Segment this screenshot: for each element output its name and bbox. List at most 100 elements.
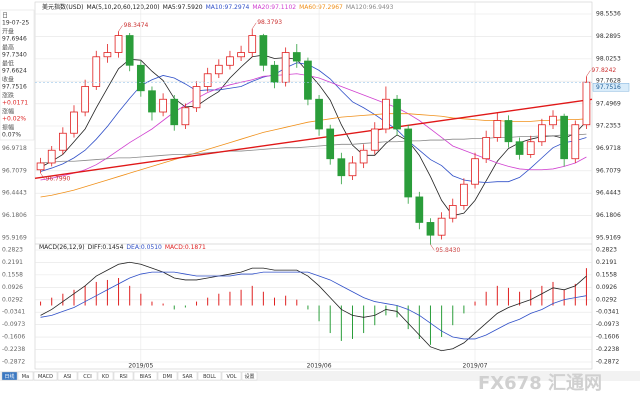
candle-body [404,128,413,198]
info-label: 开盘 [2,28,14,36]
chart-header: 美元指数(USD) MA(5,10,20,60,120,200) MA5:97.59… [42,3,394,11]
legend-entry: MA120:96.9493 [346,4,394,11]
info-value: 19-07-25 [2,20,29,27]
candle-body [125,35,134,66]
toolbar-label[interactable]: BOLL [203,374,216,380]
legend-entry: MACD:0.1871 [165,244,206,251]
y-tick-label-left: 0.1558 [2,271,23,278]
annotation: 95.8430 [435,247,460,254]
candle-body [259,35,268,66]
toolbar-label[interactable]: SAR [182,374,193,380]
toolbar-button[interactable]: 设置 [241,371,258,381]
toolbar-button[interactable]: CCI [77,371,98,381]
toolbar-label[interactable]: 日线 [4,373,14,380]
candle-body [393,98,401,130]
y-tick-label: -0.2238 [596,346,619,353]
toolbar-button-bg [241,371,258,381]
info-label: 振幅 [2,124,14,132]
toolbar-label[interactable]: Ma [22,374,29,380]
annotation: 96.7990 [46,176,71,183]
annotation: 97.8242 [591,67,616,74]
y-tick-label: 0.1558 [596,271,617,278]
candle-body [515,141,524,155]
y-tick-label-left: -0.2872 [2,359,25,366]
candle-body [92,56,101,87]
toolbar-button[interactable]: VOL [221,371,242,381]
y-tick-label: -0.2872 [596,359,619,366]
current-price-box [592,83,630,92]
toolbar-button[interactable]: ASI [57,371,78,381]
toolbar-label[interactable]: VOL [226,374,236,380]
info-label: 最高 [2,44,14,52]
y-tick-label: 98.5536 [596,11,621,18]
toolbar-button[interactable]: DMI [157,371,178,381]
legend-entry: DIFF:0.1454 [88,244,124,251]
y-tick-label-left: 95.9169 [2,235,27,242]
info-value: 97.7340 [2,52,27,59]
candle-body [170,98,179,126]
chart-title: 美元指数(USD) [42,3,84,11]
y-tick-label: 96.7079 [596,167,621,174]
candle-body [504,120,513,143]
y-tick-label: 95.9169 [596,235,621,242]
candle-body [526,141,535,155]
toolbar-button-bg [17,371,34,381]
ma-line [40,62,587,183]
toolbar-button-bg [113,371,134,381]
candle-body [36,162,45,171]
toolbar-button[interactable]: BIAS [133,371,158,381]
candle-body [181,107,190,126]
candle-body [237,52,245,58]
y-tick-label: 96.9718 [596,145,621,152]
candle-body [214,64,223,75]
candle-body [359,149,368,164]
toolbar-label[interactable]: 设置 [244,373,254,380]
watermark: FX678 汇通网 [478,373,602,394]
y-tick-label: 96.1806 [596,212,621,219]
y-tick-label: 98.2895 [596,33,621,40]
toolbar-button-bg [77,371,98,381]
toolbar-button[interactable]: SAR [177,371,198,381]
info-label: 收盘 [2,76,14,84]
trendline [34,98,593,179]
y-tick-label: -0.0341 [596,309,619,316]
toolbar-label[interactable]: DMI [163,374,173,380]
candle-body [136,64,145,92]
candle-body [448,205,457,219]
toolbar-label[interactable]: CCI [83,374,91,380]
info-panel [0,9,35,141]
current-price: 97.7516 [596,84,621,91]
y-tick-label-left: -0.0341 [2,309,25,316]
toolbar-label[interactable]: MACD [38,374,53,380]
candle-body [70,111,78,134]
toolbar-button[interactable]: Ma [17,371,34,381]
annotation-pointer [430,244,435,251]
candle-body [471,158,479,185]
toolbar-button[interactable]: MACD [33,371,58,381]
candle-body [148,90,156,113]
macd-title: MACD(26,12,9) [39,244,85,251]
toolbar-label[interactable]: KD [102,374,109,380]
info-value: +0.0171 [2,100,28,107]
toolbar-button[interactable]: 日线 [1,371,18,381]
candle-body [292,52,301,62]
plot-frame [34,1,593,370]
candle-body [248,35,257,53]
annotation-pointer [40,173,45,180]
toolbar-label[interactable]: RSI [119,374,127,380]
x-tick-label: 2019/07 [463,363,488,370]
candle-body [549,115,557,126]
toolbar-label[interactable]: BIAS [140,374,152,380]
toolbar-button-bg [57,371,78,381]
macd-line [40,261,587,352]
toolbar-button[interactable]: BOLL [197,371,222,381]
candle-body [337,158,346,177]
toolbar-button[interactable]: KD [97,371,114,381]
candle-body [560,115,569,160]
info-value: +0.02% [2,116,26,123]
candle-body [270,64,279,83]
y-tick-label-left: 96.9718 [2,145,27,152]
toolbar-button[interactable]: RSI [113,371,134,381]
toolbar-label[interactable]: ASI [63,374,71,380]
y-tick-label: 98.0253 [596,55,621,62]
